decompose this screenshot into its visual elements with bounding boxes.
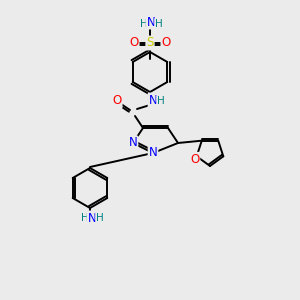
Text: O: O (190, 153, 199, 166)
Text: N: N (148, 94, 158, 106)
Text: S: S (146, 37, 154, 50)
Text: O: O (161, 37, 171, 50)
Text: H: H (157, 96, 165, 106)
Text: H: H (81, 213, 89, 223)
Text: H: H (140, 19, 148, 29)
Text: H: H (155, 19, 163, 29)
Text: N: N (147, 16, 155, 28)
Text: N: N (148, 146, 158, 160)
Text: O: O (129, 37, 139, 50)
Text: N: N (129, 136, 137, 149)
Text: O: O (112, 94, 122, 107)
Text: H: H (96, 213, 104, 223)
Text: N: N (88, 212, 96, 224)
